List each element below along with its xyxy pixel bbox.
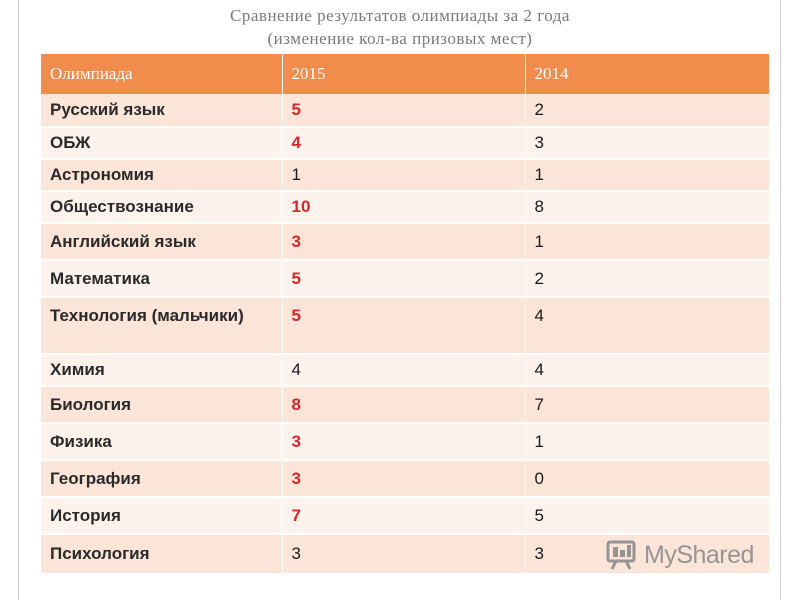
- table-row: Психология 3 3: [41, 534, 770, 575]
- title-line-2: (изменение кол-ва призовых мест): [267, 29, 533, 48]
- slide-right-border: [780, 0, 781, 600]
- value-2015-cell: 10: [282, 191, 526, 224]
- olympiad-results-table: Олимпиада 2015 2014 Русский язык 5 2 ОБЖ 4 3 А…: [41, 54, 770, 575]
- column-header-olympiad: Олимпиада: [41, 54, 283, 94]
- value-2015-cell: 5: [282, 94, 526, 128]
- value-2015-cell: 5: [282, 260, 526, 298]
- table-row: Математика 5 2: [41, 260, 770, 298]
- table-row: История 7 5: [41, 497, 770, 535]
- title-line-1: Сравнение результатов олимпиады за 2 год…: [230, 6, 570, 25]
- value-2015-cell: 7: [282, 497, 526, 535]
- table-row: Физика 3 1: [41, 423, 770, 461]
- subject-cell: История: [41, 497, 283, 535]
- value-2014-cell: 3: [525, 127, 770, 160]
- value-2015-cell: 3: [282, 460, 526, 498]
- subject-cell: Психология: [41, 534, 283, 575]
- value-2014-cell: 2: [525, 94, 770, 128]
- value-2014-cell: 4: [525, 297, 770, 355]
- subject-cell: Физика: [41, 423, 283, 461]
- table-row: Биология 8 7: [41, 386, 770, 424]
- value-2014-cell: 8: [525, 191, 770, 224]
- table-row: ОБЖ 4 3: [41, 127, 770, 160]
- watermark: MyShared: [606, 537, 766, 573]
- table-row: Обществознание 10 8: [41, 191, 770, 224]
- value-2014-cell: 5: [525, 497, 770, 535]
- column-header-2014: 2014: [525, 54, 770, 94]
- subject-cell: Русский язык: [41, 94, 283, 128]
- slide-left-border: [18, 0, 19, 600]
- value-2014-cell: 1: [525, 159, 770, 192]
- value-2014-cell: 4: [525, 354, 770, 387]
- table-row: Русский язык 5 2: [41, 94, 770, 128]
- subject-cell: ОБЖ: [41, 127, 283, 160]
- table-row: Технология (мальчики) 5 4: [41, 297, 770, 355]
- column-header-2015: 2015: [282, 54, 526, 94]
- table-row: Химия 4 4: [41, 354, 770, 387]
- watermark-text: MyShared: [644, 540, 754, 569]
- table-row: География 3 0: [41, 460, 770, 498]
- value-2014-cell: 2: [525, 260, 770, 298]
- myshared-logo-icon: [606, 540, 636, 570]
- value-2014-cell: 7: [525, 386, 770, 424]
- subject-cell: Химия: [41, 354, 283, 387]
- value-2015-cell: 1: [282, 159, 526, 192]
- table-header-row: Олимпиада 2015 2014: [41, 54, 770, 94]
- value-2015-cell: 3: [282, 534, 526, 575]
- value-2015-cell: 4: [282, 127, 526, 160]
- subject-cell: География: [41, 460, 283, 498]
- subject-cell: Технология (мальчики): [41, 297, 283, 355]
- subject-cell: Обществознание: [41, 191, 283, 224]
- subject-cell: Биология: [41, 386, 283, 424]
- subject-cell: Математика: [41, 260, 283, 298]
- value-2014-cell: 0: [525, 460, 770, 498]
- table-row: Английский язык 3 1: [41, 223, 770, 261]
- value-2015-cell: 4: [282, 354, 526, 387]
- value-2015-cell: 8: [282, 386, 526, 424]
- slide-title: Сравнение результатов олимпиады за 2 год…: [0, 4, 800, 50]
- value-2014-cell: 3: [525, 534, 770, 575]
- value-2015-cell: 3: [282, 423, 526, 461]
- value-2014-cell: 1: [525, 223, 770, 261]
- subject-cell: Английский язык: [41, 223, 283, 261]
- value-2015-cell: 5: [282, 297, 526, 355]
- value-2014-cell: 1: [525, 423, 770, 461]
- value-2015-cell: 3: [282, 223, 526, 261]
- subject-cell: Астрономия: [41, 159, 283, 192]
- table-row: Астрономия 1 1: [41, 159, 770, 192]
